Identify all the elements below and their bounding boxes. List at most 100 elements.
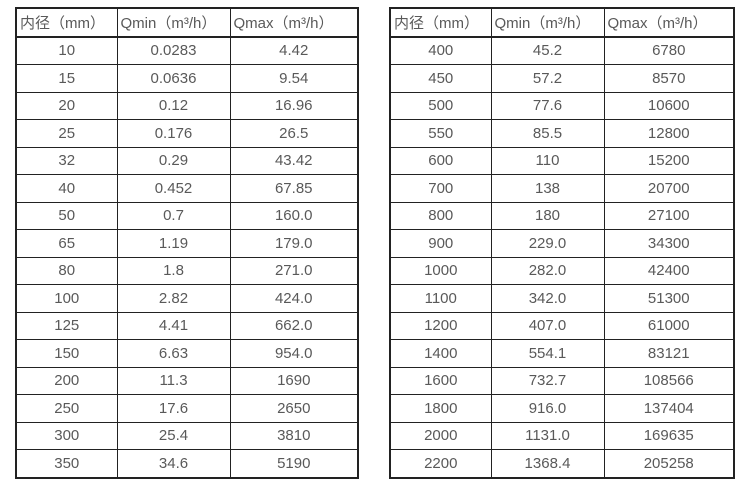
diameter-cell: 2000 <box>389 421 492 450</box>
table-row: 350 34.6 5190 <box>15 449 359 478</box>
table-row: 200 11.3 1690 <box>15 366 359 395</box>
table-row: 1600 732.7 108566 <box>389 366 735 395</box>
qmax-cell: 137404 <box>603 394 735 423</box>
diameter-cell: 600 <box>389 146 492 175</box>
col-header-qmin: Qmin（m³/h） <box>490 7 605 38</box>
table-row: 150 6.63 954.0 <box>15 339 359 368</box>
diameter-cell: 1600 <box>389 366 492 395</box>
table-row: 2000 1131.0 169635 <box>389 421 735 450</box>
qmax-cell: 27100 <box>603 201 735 230</box>
diameter-cell: 900 <box>389 229 492 258</box>
table-row: 100 2.82 424.0 <box>15 284 359 313</box>
header-row: 内径（mm） Qmin（m³/h） Qmax（m³/h） <box>389 7 735 38</box>
qmin-cell: 138 <box>490 174 605 203</box>
qmin-cell: 57.2 <box>490 64 605 93</box>
diameter-cell: 50 <box>15 201 118 230</box>
qmin-cell: 229.0 <box>490 229 605 258</box>
diameter-cell: 200 <box>15 366 118 395</box>
qmax-cell: 12800 <box>603 119 735 148</box>
table-row: 1000 282.0 42400 <box>389 256 735 285</box>
qmin-cell: 0.452 <box>116 174 231 203</box>
qmax-cell: 51300 <box>603 284 735 313</box>
qmin-cell: 45.2 <box>490 36 605 65</box>
table-row: 1200 407.0 61000 <box>389 311 735 340</box>
qmin-cell: 11.3 <box>116 366 231 395</box>
qmin-cell: 25.4 <box>116 421 231 450</box>
diameter-cell: 65 <box>15 229 118 258</box>
qmin-cell: 85.5 <box>490 119 605 148</box>
qmax-cell: 169635 <box>603 421 735 450</box>
qmax-cell: 9.54 <box>229 64 359 93</box>
table-row: 50 0.7 160.0 <box>15 201 359 230</box>
qmin-cell: 916.0 <box>490 394 605 423</box>
qmax-cell: 67.85 <box>229 174 359 203</box>
table-row: 2200 1368.4 205258 <box>389 449 735 478</box>
col-header-qmax: Qmax（m³/h） <box>229 7 359 38</box>
diameter-cell: 1100 <box>389 284 492 313</box>
qmax-cell: 34300 <box>603 229 735 258</box>
qmax-cell: 42400 <box>603 256 735 285</box>
qmax-cell: 43.42 <box>229 146 359 175</box>
diameter-cell: 80 <box>15 256 118 285</box>
qmin-cell: 0.176 <box>116 119 231 148</box>
table-row: 400 45.2 6780 <box>389 36 735 65</box>
table-row: 700 138 20700 <box>389 174 735 203</box>
qmax-cell: 26.5 <box>229 119 359 148</box>
table-row: 10 0.0283 4.42 <box>15 36 359 65</box>
table-row: 300 25.4 3810 <box>15 421 359 450</box>
table-row: 1100 342.0 51300 <box>389 284 735 313</box>
diameter-cell: 500 <box>389 91 492 120</box>
table-row: 1800 916.0 137404 <box>389 394 735 423</box>
table-row: 40 0.452 67.85 <box>15 174 359 203</box>
qmax-cell: 205258 <box>603 449 735 478</box>
table-row: 15 0.0636 9.54 <box>15 64 359 93</box>
qmin-cell: 0.12 <box>116 91 231 120</box>
table-row: 80 1.8 271.0 <box>15 256 359 285</box>
table-row: 800 180 27100 <box>389 201 735 230</box>
col-header-qmin: Qmin（m³/h） <box>116 7 231 38</box>
diameter-cell: 400 <box>389 36 492 65</box>
flow-spec-table-large-diameters: 内径（mm） Qmin（m³/h） Qmax（m³/h） 400 45.2 6780… <box>389 7 735 479</box>
table-row: 20 0.12 16.96 <box>15 91 359 120</box>
diameter-cell: 1200 <box>389 311 492 340</box>
qmin-cell: 407.0 <box>490 311 605 340</box>
table-row: 600 110 15200 <box>389 146 735 175</box>
diameter-cell: 450 <box>389 64 492 93</box>
diameter-cell: 550 <box>389 119 492 148</box>
qmin-cell: 0.29 <box>116 146 231 175</box>
qmax-cell: 4.42 <box>229 36 359 65</box>
diameter-cell: 700 <box>389 174 492 203</box>
header-row: 内径（mm） Qmin（m³/h） Qmax（m³/h） <box>15 7 359 38</box>
qmin-cell: 732.7 <box>490 366 605 395</box>
diameter-cell: 2200 <box>389 449 492 478</box>
table-row: 65 1.19 179.0 <box>15 229 359 258</box>
table-row: 125 4.41 662.0 <box>15 311 359 340</box>
qmax-cell: 15200 <box>603 146 735 175</box>
table-row: 500 77.6 10600 <box>389 91 735 120</box>
diameter-cell: 32 <box>15 146 118 175</box>
diameter-cell: 125 <box>15 311 118 340</box>
qmax-cell: 271.0 <box>229 256 359 285</box>
qmax-cell: 179.0 <box>229 229 359 258</box>
diameter-cell: 20 <box>15 91 118 120</box>
diameter-cell: 1800 <box>389 394 492 423</box>
qmin-cell: 554.1 <box>490 339 605 368</box>
qmin-cell: 1131.0 <box>490 421 605 450</box>
qmax-cell: 108566 <box>603 366 735 395</box>
diameter-cell: 15 <box>15 64 118 93</box>
qmax-cell: 16.96 <box>229 91 359 120</box>
diameter-cell: 10 <box>15 36 118 65</box>
qmin-cell: 0.7 <box>116 201 231 230</box>
qmax-cell: 83121 <box>603 339 735 368</box>
qmin-cell: 282.0 <box>490 256 605 285</box>
table-row: 32 0.29 43.42 <box>15 146 359 175</box>
qmin-cell: 0.0283 <box>116 36 231 65</box>
qmax-cell: 20700 <box>603 174 735 203</box>
col-header-qmax: Qmax（m³/h） <box>603 7 735 38</box>
qmin-cell: 6.63 <box>116 339 231 368</box>
diameter-cell: 1400 <box>389 339 492 368</box>
col-header-diameter: 内径（mm） <box>15 7 118 38</box>
qmax-cell: 10600 <box>603 91 735 120</box>
diameter-cell: 40 <box>15 174 118 203</box>
